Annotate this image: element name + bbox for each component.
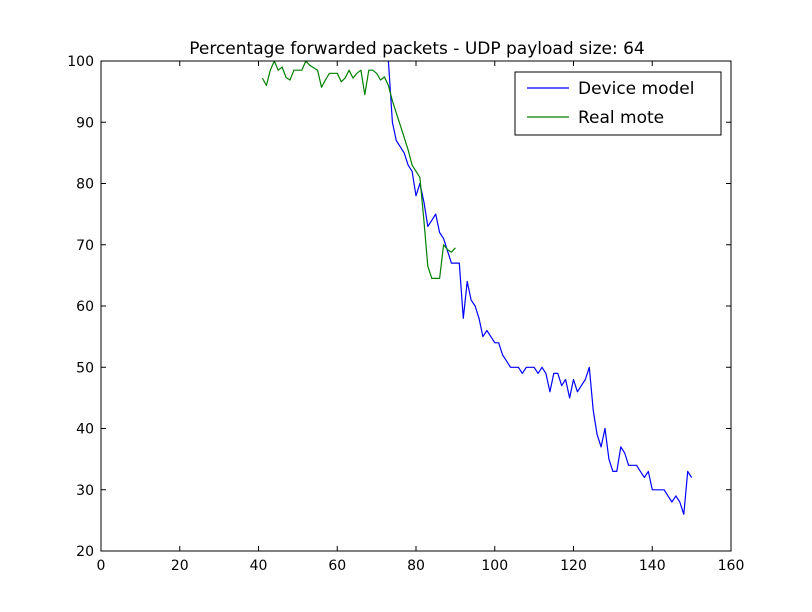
x-axis: 0 20 40 60 80 100 120 140 160 — [97, 61, 745, 574]
x-tick-label: 140 — [639, 558, 666, 574]
y-tick-label: 20 — [76, 544, 94, 560]
x-tick-label: 160 — [718, 558, 745, 574]
x-tick-label: 80 — [407, 558, 425, 574]
x-tick-label: 20 — [171, 558, 189, 574]
y-tick-label: 30 — [76, 483, 94, 499]
x-tick-label: 60 — [328, 558, 346, 574]
legend-label-real-mote: Real mote — [578, 108, 664, 128]
y-axis: 20 30 40 50 60 70 80 90 100 — [67, 54, 731, 560]
x-tick-label: 40 — [250, 558, 268, 574]
y-tick-label: 90 — [76, 115, 94, 131]
series-line-real-mote — [261, 61, 456, 279]
legend: Device model Real mote — [514, 71, 722, 136]
x-tick-label: 120 — [560, 558, 587, 574]
y-tick-label: 100 — [67, 54, 94, 70]
y-tick-label: 80 — [76, 177, 94, 193]
y-tick-label: 70 — [76, 238, 94, 254]
y-tick-label: 40 — [76, 422, 94, 438]
chart-title: Percentage forwarded packets - UDP paylo… — [189, 39, 645, 59]
y-tick-label: 50 — [76, 360, 94, 376]
series-layer — [261, 61, 693, 515]
legend-label-device-model: Device model — [578, 79, 694, 99]
series-line-device-model — [387, 61, 693, 515]
legend-box — [514, 71, 722, 136]
x-tick-label: 0 — [97, 558, 106, 574]
y-tick-label: 60 — [76, 299, 94, 315]
x-tick-label: 100 — [481, 558, 508, 574]
